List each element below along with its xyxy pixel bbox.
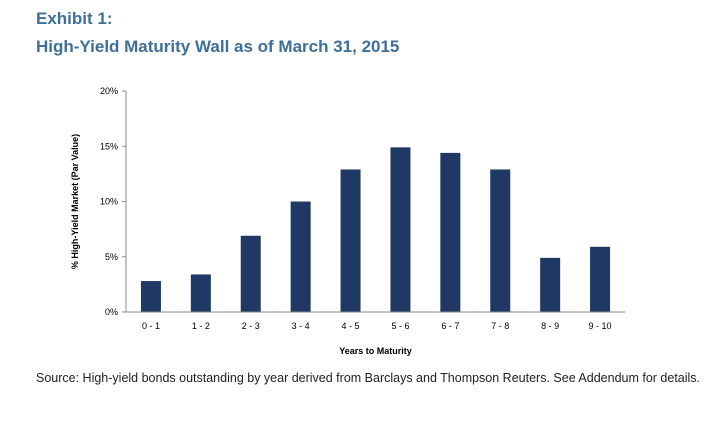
y-tick-label: 15% <box>100 141 118 151</box>
bar <box>490 169 511 312</box>
chart-title: High-Yield Maturity Wall as of March 31,… <box>36 37 400 56</box>
x-tick-label: 9 - 10 <box>589 321 612 331</box>
bar <box>240 235 261 312</box>
y-tick-label: 5% <box>105 252 118 262</box>
bar <box>390 147 411 312</box>
bar <box>340 169 361 312</box>
x-axis-ticks: 0 - 1 1 - 2 2 - 3 3 - 4 4 - 5 5 - 6 6 - 7 7 - 8… <box>142 321 612 331</box>
x-tick-label: 8 - 9 <box>541 321 559 331</box>
source-note: Source: High-yield bonds outstanding by … <box>36 371 701 385</box>
bar-chart: 0% 5% 10% 15% 20% 0 - 1 1 - 2 2 - 3 3 - 4 4 - 5 5… <box>70 86 625 356</box>
y-tick-label: 20% <box>100 86 118 96</box>
x-tick-label: 0 - 1 <box>142 321 160 331</box>
bar <box>190 274 211 312</box>
y-tick-label: 10% <box>100 197 118 207</box>
y-axis-ticks: 0% 5% 10% 15% 20% <box>100 86 126 317</box>
bar <box>540 257 561 312</box>
bars <box>140 147 611 312</box>
x-tick-label: 3 - 4 <box>292 321 310 331</box>
bar <box>140 281 161 312</box>
exhibit-label: Exhibit 1: <box>36 9 113 28</box>
x-tick-label: 2 - 3 <box>242 321 260 331</box>
y-axis-title: % High-Yield Market (Par Value) <box>70 134 80 269</box>
x-tick-label: 1 - 2 <box>192 321 210 331</box>
y-tick-label: 0% <box>105 307 118 317</box>
x-axis-title: Years to Maturity <box>339 346 412 356</box>
x-tick-label: 4 - 5 <box>342 321 360 331</box>
bar <box>290 201 311 312</box>
bar <box>590 246 611 312</box>
x-tick-label: 7 - 8 <box>491 321 509 331</box>
x-tick-label: 6 - 7 <box>441 321 459 331</box>
bar <box>440 152 461 312</box>
x-tick-label: 5 - 6 <box>391 321 409 331</box>
